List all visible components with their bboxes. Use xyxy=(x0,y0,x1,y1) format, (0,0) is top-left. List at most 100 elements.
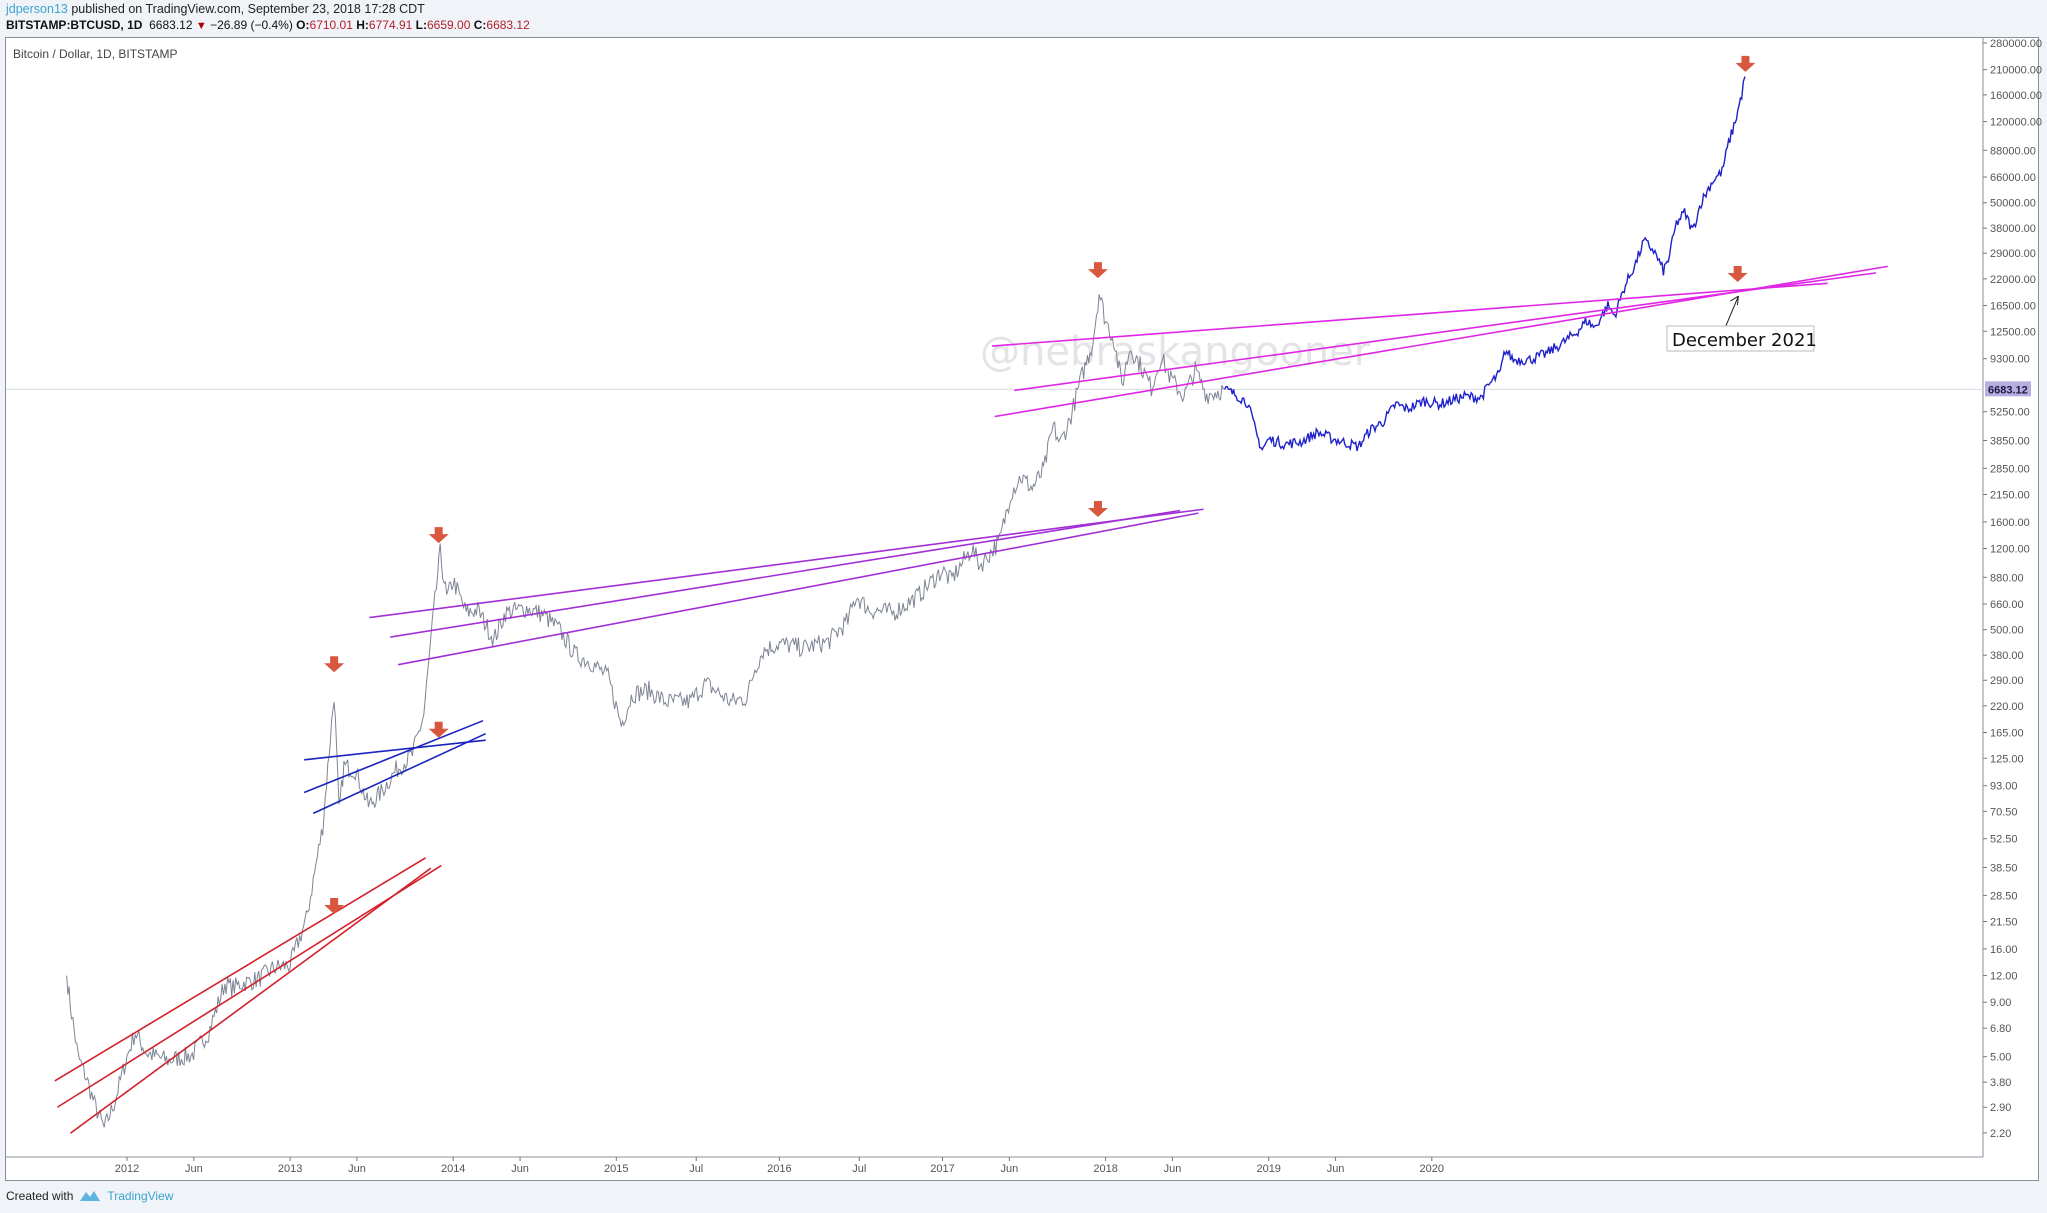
down-triangle-icon: ▼ xyxy=(195,20,207,32)
x-tick-label: Jun xyxy=(185,1163,203,1175)
down-arrow-marker-icon xyxy=(1087,262,1108,279)
y-tick-label: 3.80 xyxy=(1990,1077,2011,1089)
historical-price-line xyxy=(66,294,1225,1128)
y-tick-label: 220.00 xyxy=(1990,701,2024,713)
publish-text: published on TradingView.com, September … xyxy=(71,2,425,16)
price-change: −26.89 (−0.4%) xyxy=(210,18,293,32)
y-tick-label: 1200.00 xyxy=(1990,544,2030,556)
x-tick-label: Jul xyxy=(689,1163,703,1175)
trendline-magenta xyxy=(992,282,1828,347)
y-tick-label: 16.00 xyxy=(1990,944,2018,956)
y-tick-label: 12.00 xyxy=(1990,971,2018,983)
y-tick-label: 9300.00 xyxy=(1990,354,2030,366)
y-tick-label: 12500.00 xyxy=(1990,326,2036,338)
last-price-label: 6683.12 xyxy=(1988,384,2028,396)
trendline-blue xyxy=(304,739,486,761)
low-value: 6659.00 xyxy=(426,18,471,32)
y-tick-label: 38.50 xyxy=(1990,862,2018,874)
y-tick-label: 2.20 xyxy=(1990,1128,2011,1140)
y-tick-label: 9.00 xyxy=(1990,997,2011,1009)
x-tick-label: 2020 xyxy=(1420,1163,1444,1175)
x-tick-label: Jun xyxy=(1164,1163,1182,1175)
y-tick-label: 660.00 xyxy=(1990,599,2024,611)
y-tick-label: 2.90 xyxy=(1990,1102,2011,1114)
symbol-label: BITSTAMP:BTCUSD, 1D xyxy=(6,18,143,32)
y-tick-label: 52.50 xyxy=(1990,834,2018,846)
y-tick-label: 21.50 xyxy=(1990,916,2018,928)
trendline-magenta xyxy=(994,265,1888,418)
x-tick-label: Jul xyxy=(852,1163,866,1175)
annotation-label: December 2021 xyxy=(1672,330,1817,351)
y-tick-label: 66000.00 xyxy=(1990,172,2036,184)
trendline-red xyxy=(56,864,442,1108)
trendline-purple xyxy=(390,509,1181,638)
x-tick-label: Jun xyxy=(348,1163,366,1175)
x-tick-label: 2018 xyxy=(1093,1163,1117,1175)
symbol-info: BITSTAMP:BTCUSD, 1D 6683.12 ▼ −26.89 (−0… xyxy=(6,18,530,32)
y-tick-label: 5250.00 xyxy=(1990,407,2030,419)
down-arrow-marker-icon xyxy=(428,527,449,544)
y-tick-label: 1600.00 xyxy=(1990,517,2030,529)
y-tick-label: 88000.00 xyxy=(1990,145,2036,157)
x-tick-label: 2017 xyxy=(930,1163,954,1175)
open-label: O: xyxy=(296,18,310,32)
down-arrow-marker-icon xyxy=(1735,55,1756,72)
trendline-red xyxy=(69,867,432,1134)
y-tick-label: 280000.00 xyxy=(1990,38,2042,50)
y-tick-label: 50000.00 xyxy=(1990,198,2036,210)
projected-price-line xyxy=(1224,76,1746,452)
trendline-blue xyxy=(312,732,486,815)
pane-title: Bitcoin / Dollar, 1D, BITSTAMP xyxy=(13,47,178,61)
y-tick-label: 16500.00 xyxy=(1990,301,2036,313)
y-tick-label: 210000.00 xyxy=(1990,65,2042,77)
y-tick-label: 70.50 xyxy=(1990,806,2018,818)
down-arrow-marker-icon xyxy=(428,721,449,738)
y-tick-label: 2850.00 xyxy=(1990,463,2030,475)
publish-info: jdperson13 published on TradingView.com,… xyxy=(6,2,425,16)
watermark: @nebraskangooner xyxy=(980,329,1371,375)
trendline-purple xyxy=(369,508,1204,619)
tradingview-link[interactable]: TradingView xyxy=(107,1189,174,1203)
y-tick-label: 5.00 xyxy=(1990,1052,2011,1064)
close-value: 6683.12 xyxy=(486,18,530,32)
y-tick-label: 125.00 xyxy=(1990,753,2024,765)
y-tick-label: 160000.00 xyxy=(1990,90,2042,102)
footer: Created with TradingView xyxy=(6,1189,173,1203)
open-value: 6710.01 xyxy=(309,18,353,32)
y-tick-label: 93.00 xyxy=(1990,781,2018,793)
y-tick-label: 380.00 xyxy=(1990,650,2024,662)
y-tick-label: 3850.00 xyxy=(1990,435,2030,447)
y-tick-label: 6.80 xyxy=(1990,1023,2011,1035)
high-value: 6774.91 xyxy=(368,18,413,32)
down-arrow-marker-icon xyxy=(324,656,345,673)
y-tick-label: 290.00 xyxy=(1990,675,2024,687)
y-tick-label: 2150.00 xyxy=(1990,489,2030,501)
y-tick-label: 38000.00 xyxy=(1990,223,2036,235)
x-tick-label: Jun xyxy=(511,1163,529,1175)
author-link[interactable]: jdperson13 xyxy=(6,2,68,16)
x-tick-label: 2014 xyxy=(441,1163,465,1175)
down-arrow-marker-icon xyxy=(1087,501,1108,518)
high-label: H: xyxy=(356,18,369,32)
x-tick-label: 2013 xyxy=(278,1163,302,1175)
created-with-label: Created with xyxy=(6,1189,74,1203)
y-tick-label: 22000.00 xyxy=(1990,274,2036,286)
y-tick-label: 120000.00 xyxy=(1990,117,2042,129)
x-tick-label: 2012 xyxy=(115,1163,139,1175)
close-label: C: xyxy=(473,18,487,32)
trendline-blue xyxy=(303,719,484,794)
chart-frame xyxy=(5,37,2039,1181)
y-tick-label: 500.00 xyxy=(1990,625,2024,637)
x-tick-label: 2016 xyxy=(767,1163,791,1175)
y-tick-label: 29000.00 xyxy=(1990,248,2036,260)
low-label: L: xyxy=(415,18,427,32)
down-arrow-marker-icon xyxy=(1727,266,1748,283)
x-tick-label: 2015 xyxy=(604,1163,628,1175)
y-tick-label: 880.00 xyxy=(1990,572,2024,584)
y-tick-label: 28.50 xyxy=(1990,890,2018,902)
annotation-arrow xyxy=(1724,295,1739,329)
trendline-purple xyxy=(397,512,1199,666)
x-tick-label: 2019 xyxy=(1256,1163,1280,1175)
last-price: 6683.12 xyxy=(149,18,193,32)
